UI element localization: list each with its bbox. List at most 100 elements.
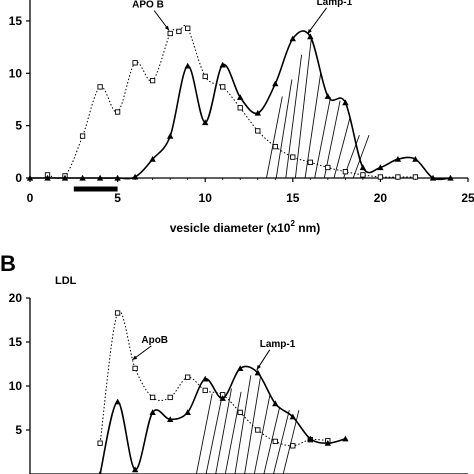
y-tick-label: 15: [9, 335, 23, 349]
data-point-apob: [132, 365, 138, 372]
hatch-line: [294, 39, 312, 179]
annotation-arrowhead: [307, 28, 312, 34]
data-point-lamp-1: [377, 164, 384, 171]
data-point-lamp-1: [61, 174, 69, 181]
data-point-lamp-1: [342, 99, 349, 106]
hatch-line: [352, 134, 370, 179]
x-axis-label-unit: nm): [295, 221, 320, 235]
hatch-line: [333, 118, 351, 179]
x-axis-label-exponent: 2: [290, 219, 295, 228]
panel-label-b: B: [0, 251, 16, 276]
series-lamp-1: [26, 30, 454, 181]
chart-panel-b: B LDL 5 10 15 20 ApoB Lamp-1: [0, 251, 468, 474]
data-point-lamp-1: [342, 435, 349, 442]
hatch-line: [195, 393, 213, 474]
data-point-lamp-1: [131, 466, 139, 473]
data-point-lamp-1: [429, 174, 437, 181]
data-point-lamp-1: [79, 174, 86, 181]
data-point-apob: [237, 409, 243, 416]
x-tick-label: 5: [114, 191, 121, 205]
data-point-lamp-1: [272, 400, 279, 407]
data-point-lamp-1: [412, 156, 419, 162]
data-point-lamp-1: [219, 61, 226, 68]
data-point-lamp-1: [324, 440, 331, 446]
data-point-lamp-1: [167, 132, 174, 139]
hatch-line: [266, 96, 283, 179]
axes-b: 5 10 15 20: [9, 291, 468, 474]
data-point-apo-b: [377, 174, 384, 180]
series-group-b: [97, 310, 349, 474]
hatch-line: [285, 54, 303, 179]
series-apob: [97, 310, 331, 449]
annotation-arrowhead: [132, 355, 138, 360]
y-tick-label: 5: [15, 423, 22, 437]
data-point-lamp-1: [254, 109, 261, 116]
data-point-apo-b: [167, 30, 173, 37]
data-point-lamp-1: [394, 156, 402, 162]
data-point-lamp-1: [359, 164, 367, 171]
x-tick-label: 15: [286, 191, 300, 205]
data-point-lamp-1: [149, 409, 156, 415]
data-point-lamp-1: [202, 119, 209, 126]
data-point-apo-b: [325, 164, 331, 171]
series-line-apo-b: [47, 24, 416, 179]
hatch-line: [273, 410, 290, 474]
data-point-lamp-1: [26, 174, 34, 181]
y-tick-label: 20: [9, 291, 23, 305]
series-group-a: [26, 24, 454, 181]
data-point-lamp-1: [307, 435, 314, 442]
hatch-line: [275, 79, 293, 179]
hatch-line: [282, 410, 300, 474]
data-point-apo-b: [307, 159, 313, 165]
x-axis-label-main: vesicle diameter (x10: [170, 221, 291, 235]
data-point-apob: [167, 394, 173, 401]
data-point-apob: [202, 387, 208, 394]
annotation-lamp-1: Lamp-1: [260, 339, 296, 350]
data-point-apo-b: [290, 154, 296, 160]
hatch-line: [224, 391, 242, 474]
y-tick-label: 10: [9, 66, 23, 80]
y-tick-label: 0: [15, 171, 22, 185]
data-point-apob: [149, 394, 156, 401]
lamp1-hatched-area-b: [195, 375, 300, 474]
data-point-lamp-1: [98, 470, 102, 474]
annotation-arrowhead: [164, 25, 170, 31]
hatch-line: [263, 406, 281, 474]
data-point-lamp-1: [184, 409, 191, 415]
data-point-apo-b: [342, 169, 349, 175]
data-point-apo-b: [202, 73, 208, 80]
data-point-apo-b: [272, 143, 278, 150]
data-point-apo-b: [114, 109, 121, 115]
data-point-lamp-1: [307, 33, 314, 40]
data-point-lamp-1: [184, 62, 191, 69]
data-point-lamp-1: [202, 375, 209, 382]
data-point-lamp-1: [237, 94, 244, 100]
data-point-apo-b: [237, 105, 243, 111]
data-point-apo-b: [220, 84, 226, 90]
data-point-lamp-1: [289, 413, 296, 420]
panel-b-subtitle: LDL: [55, 275, 77, 287]
data-point-apob: [185, 374, 191, 380]
data-point-apob: [255, 427, 261, 433]
series-line-lamp-1: [99, 365, 346, 474]
data-point-apo-b: [132, 60, 138, 66]
data-point-lamp-1: [447, 174, 454, 181]
data-point-lamp-1: [272, 80, 279, 87]
data-point-apob: [114, 310, 121, 316]
y-tick-label: 15: [9, 14, 23, 28]
data-point-lamp-1: [96, 174, 104, 181]
data-point-apo-b: [176, 28, 182, 35]
hatch-line: [215, 388, 232, 474]
series-apo-b: [44, 24, 419, 180]
data-point-lamp-1: [149, 156, 156, 162]
series-lamp-1: [98, 365, 349, 474]
y-tick-label: 5: [15, 119, 22, 133]
chart-panel-a: 0 5 10 15 0 5 10 15 20 25 APO B Lamp-1 vesicle dia…: [9, 0, 474, 235]
annotation-apob: ApoB: [141, 335, 168, 346]
data-point-lamp-1: [114, 174, 121, 181]
data-point-apo-b: [255, 128, 261, 134]
data-point-lamp-1: [131, 173, 139, 180]
data-point-lamp-1: [289, 35, 296, 42]
x-tick-label: 10: [199, 191, 213, 205]
